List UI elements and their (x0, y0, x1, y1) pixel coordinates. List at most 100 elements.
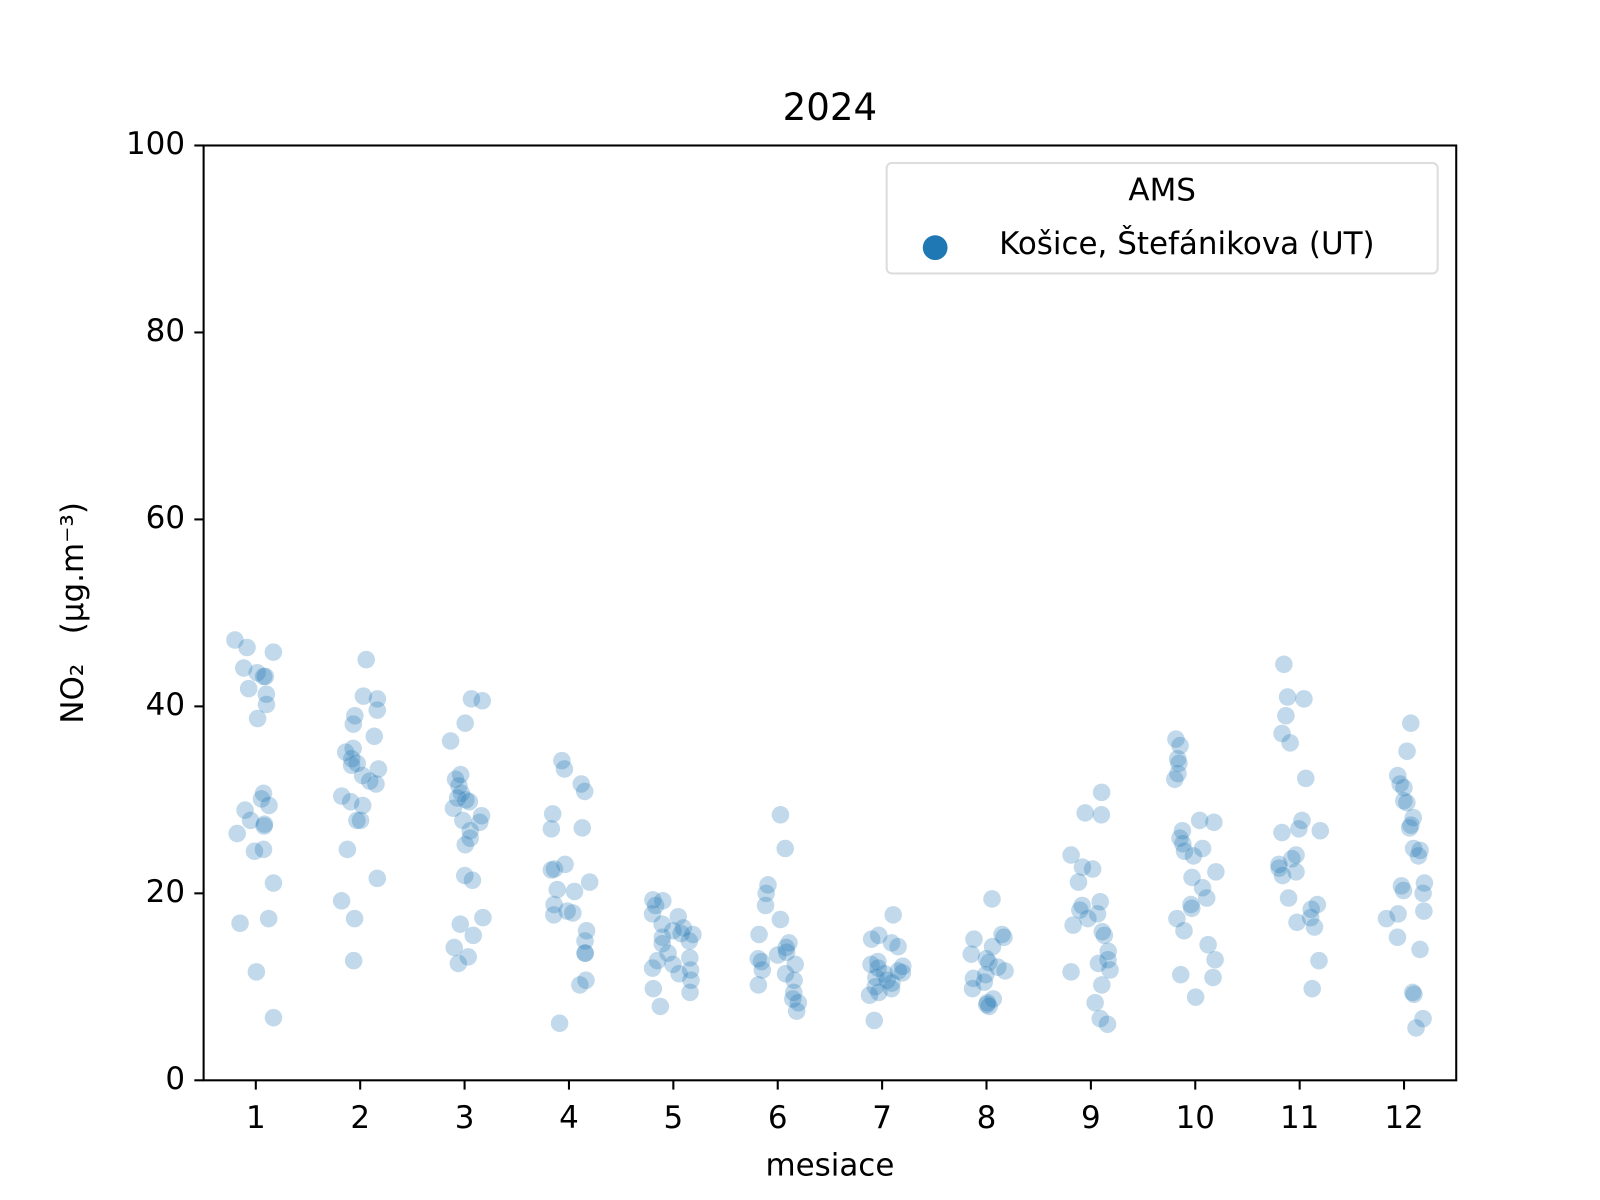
point (456, 866, 474, 885)
point (996, 962, 1014, 980)
point (577, 971, 595, 990)
point (1062, 846, 1080, 864)
point (976, 965, 995, 984)
point (1275, 655, 1293, 674)
y-tick-label: 0 (165, 1061, 185, 1097)
point (780, 934, 798, 952)
x-tick-label: 9 (1081, 1100, 1101, 1136)
point (448, 789, 467, 807)
point (983, 937, 1002, 956)
point (1171, 965, 1190, 984)
point (575, 782, 594, 801)
point (565, 882, 584, 901)
point (1092, 783, 1111, 802)
point (1404, 808, 1423, 827)
point (867, 968, 885, 987)
point (682, 971, 700, 990)
point (644, 979, 663, 998)
point (451, 915, 470, 933)
point (983, 890, 1001, 908)
point (228, 824, 246, 843)
point (459, 948, 477, 966)
point (542, 820, 561, 838)
legend-title: AMS (1128, 172, 1195, 208)
point (776, 964, 795, 983)
point (545, 906, 563, 924)
point (1173, 821, 1192, 840)
point (644, 891, 662, 909)
point (1295, 690, 1313, 708)
point (1091, 1009, 1110, 1028)
point (1175, 921, 1193, 940)
point (681, 949, 699, 967)
point (787, 1002, 806, 1020)
point (573, 819, 592, 837)
point (1270, 859, 1288, 877)
point (869, 959, 887, 977)
point (545, 895, 563, 914)
point (1083, 860, 1102, 878)
point (576, 944, 595, 962)
point (1183, 868, 1201, 887)
point (368, 701, 387, 719)
point (1270, 855, 1288, 874)
point (653, 915, 671, 933)
point (664, 921, 682, 940)
point (336, 743, 355, 761)
point (1207, 863, 1225, 881)
point (1273, 724, 1291, 743)
point (241, 811, 260, 830)
point (1091, 892, 1109, 911)
point (1392, 877, 1411, 895)
point (681, 983, 699, 1002)
point (777, 943, 796, 962)
point (757, 884, 775, 903)
point (1279, 889, 1298, 907)
point (1206, 950, 1224, 969)
y-tick-label: 60 (146, 500, 185, 536)
point (1079, 909, 1097, 928)
point (1302, 900, 1321, 919)
point (1411, 841, 1429, 860)
point (785, 971, 803, 990)
point (865, 1011, 884, 1030)
x-tick-label: 7 (872, 1100, 892, 1136)
point (542, 861, 561, 879)
point (1398, 793, 1416, 812)
point (789, 993, 808, 1012)
point (866, 978, 884, 996)
point (1071, 901, 1089, 919)
y-axis-label: NO₂ (μg.m⁻³) (55, 502, 91, 724)
point (1099, 942, 1118, 961)
point (1193, 878, 1212, 897)
point (1171, 736, 1189, 755)
point (875, 964, 894, 983)
x-tick-label: 11 (1280, 1100, 1319, 1136)
x-tick-label: 12 (1384, 1100, 1423, 1136)
point (445, 938, 463, 957)
point (664, 955, 682, 974)
point (461, 829, 479, 847)
point (259, 909, 278, 928)
point (1086, 993, 1104, 1012)
point (1099, 950, 1117, 969)
point (555, 760, 574, 778)
point (344, 951, 363, 970)
point (1402, 816, 1420, 834)
point (1290, 820, 1308, 838)
point (264, 643, 283, 661)
point (1098, 1015, 1117, 1033)
point (870, 983, 888, 1002)
point (1403, 983, 1422, 1002)
point (1277, 706, 1295, 725)
point (1402, 714, 1420, 732)
point (348, 811, 366, 830)
point (1303, 979, 1321, 998)
point (964, 969, 983, 988)
point (654, 892, 672, 910)
x-axis-label: mesiace (765, 1147, 894, 1183)
point (1415, 874, 1434, 892)
point (255, 815, 274, 833)
point (1407, 1019, 1425, 1037)
point (753, 961, 772, 979)
